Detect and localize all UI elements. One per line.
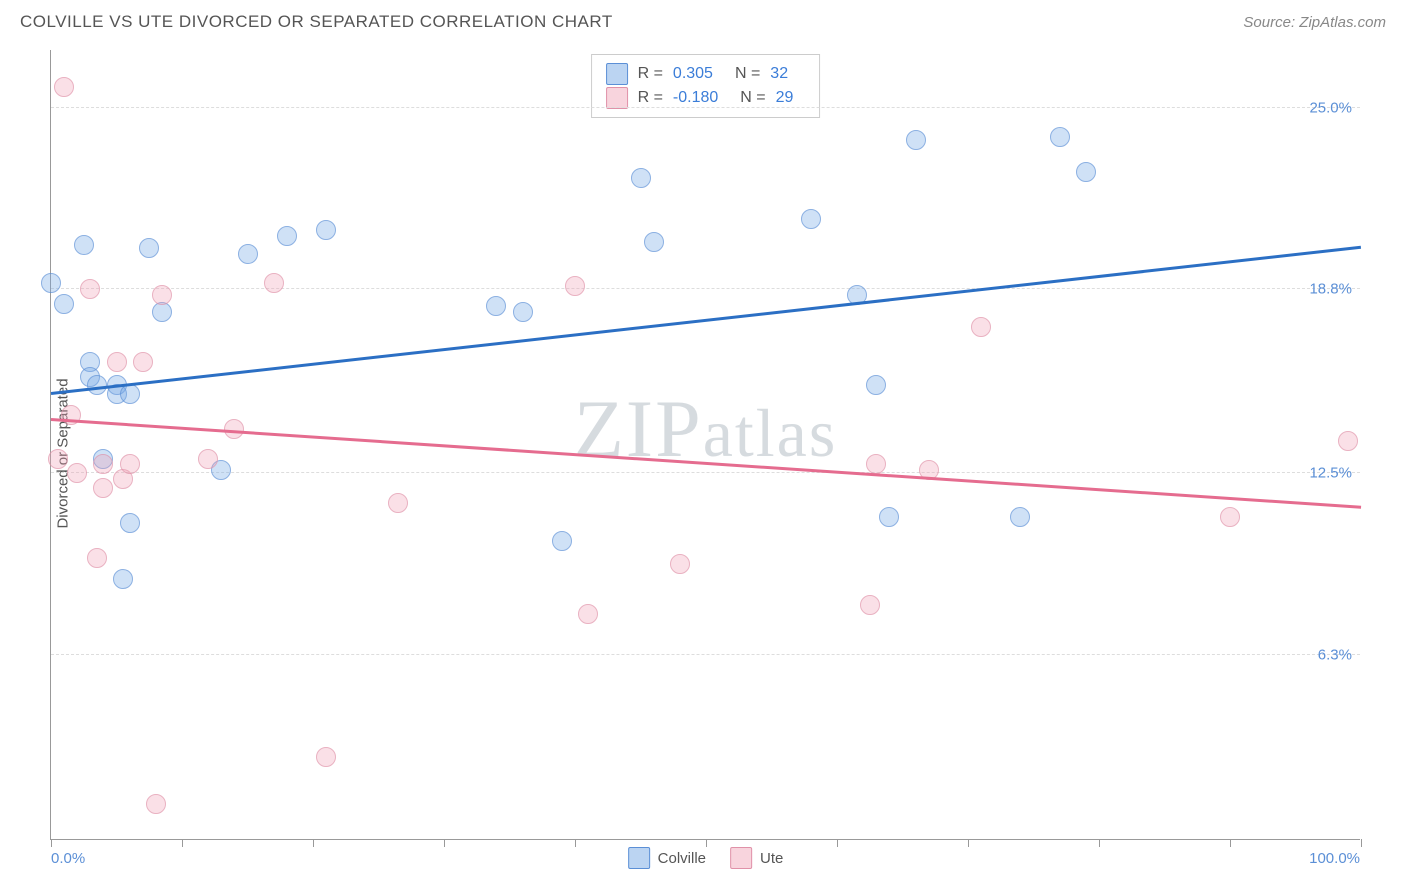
x-tick <box>1361 839 1362 847</box>
data-point <box>631 168 651 188</box>
stat-n-value-colville: 32 <box>770 65 788 83</box>
data-point <box>120 513 140 533</box>
data-point <box>971 317 991 337</box>
legend-label-ute: Ute <box>760 850 783 867</box>
legend-item-colville: Colville <box>628 847 706 869</box>
gridline <box>51 288 1360 289</box>
scatter-chart: ZIPatlas Divorced or Separated R = 0.305… <box>50 50 1360 840</box>
stat-n-label: N = <box>740 89 765 107</box>
stats-row-colville: R = 0.305 N = 32 <box>606 63 806 85</box>
x-tick <box>444 839 445 847</box>
x-tick <box>1099 839 1100 847</box>
x-tick-label-min: 0.0% <box>51 850 85 867</box>
data-point <box>565 276 585 296</box>
stats-legend-box: R = 0.305 N = 32 R = -0.180 N = 29 <box>591 54 821 118</box>
data-point <box>120 454 140 474</box>
gridline <box>51 654 1360 655</box>
data-point <box>80 279 100 299</box>
data-point <box>198 449 218 469</box>
data-point <box>152 302 172 322</box>
data-point <box>54 294 74 314</box>
x-tick <box>968 839 969 847</box>
data-point <box>139 238 159 258</box>
data-point <box>906 130 926 150</box>
trendline <box>51 418 1361 508</box>
data-point <box>486 296 506 316</box>
y-tick-label: 12.5% <box>1309 465 1352 482</box>
data-point <box>93 454 113 474</box>
trendline <box>51 245 1361 394</box>
data-point <box>113 569 133 589</box>
swatch-ute <box>730 847 752 869</box>
legend-item-ute: Ute <box>730 847 783 869</box>
y-tick-label: 25.0% <box>1309 99 1352 116</box>
legend-label-colville: Colville <box>658 850 706 867</box>
data-point <box>152 285 172 305</box>
data-point <box>801 209 821 229</box>
data-point <box>48 449 68 469</box>
data-point <box>120 384 140 404</box>
stat-r-value-ute: -0.180 <box>673 89 718 107</box>
data-point <box>54 77 74 97</box>
x-tick <box>313 839 314 847</box>
data-point <box>67 463 87 483</box>
source-name: ZipAtlas.com <box>1299 14 1386 31</box>
x-tick-label-max: 100.0% <box>1309 850 1360 867</box>
data-point <box>41 273 61 293</box>
data-point <box>1050 127 1070 147</box>
data-point <box>316 747 336 767</box>
gridline <box>51 472 1360 473</box>
data-point <box>87 548 107 568</box>
chart-header: COLVILLE VS UTE DIVORCED OR SEPARATED CO… <box>0 0 1406 40</box>
stat-n-label: N = <box>735 65 760 83</box>
stat-r-value-colville: 0.305 <box>673 65 713 83</box>
data-point <box>107 352 127 372</box>
x-tick <box>51 839 52 847</box>
data-point <box>277 226 297 246</box>
x-tick <box>1230 839 1231 847</box>
data-point <box>1010 507 1030 527</box>
data-point <box>74 235 94 255</box>
y-tick-label: 18.8% <box>1309 280 1352 297</box>
x-tick <box>837 839 838 847</box>
watermark-small: atlas <box>703 395 838 471</box>
data-point <box>644 232 664 252</box>
data-point <box>146 794 166 814</box>
source-prefix: Source: <box>1243 14 1299 31</box>
x-tick <box>182 839 183 847</box>
data-point <box>670 554 690 574</box>
data-point <box>388 493 408 513</box>
data-point <box>264 273 284 293</box>
y-tick-label: 6.3% <box>1318 646 1352 663</box>
stat-n-value-ute: 29 <box>776 89 794 107</box>
swatch-colville <box>606 63 628 85</box>
chart-title: COLVILLE VS UTE DIVORCED OR SEPARATED CO… <box>20 12 613 32</box>
data-point <box>879 507 899 527</box>
data-point <box>1220 507 1240 527</box>
gridline <box>51 107 1360 108</box>
stat-r-label: R = <box>638 65 663 83</box>
bottom-legend: Colville Ute <box>628 847 784 869</box>
source-attribution: Source: ZipAtlas.com <box>1243 14 1386 31</box>
data-point <box>578 604 598 624</box>
x-tick <box>575 839 576 847</box>
data-point <box>866 375 886 395</box>
data-point <box>513 302 533 322</box>
data-point <box>133 352 153 372</box>
data-point <box>93 478 113 498</box>
data-point <box>1338 431 1358 451</box>
data-point <box>552 531 572 551</box>
swatch-colville <box>628 847 650 869</box>
data-point <box>316 220 336 240</box>
data-point <box>866 454 886 474</box>
data-point <box>860 595 880 615</box>
data-point <box>1076 162 1096 182</box>
x-tick <box>706 839 707 847</box>
data-point <box>238 244 258 264</box>
stat-r-label: R = <box>638 89 663 107</box>
